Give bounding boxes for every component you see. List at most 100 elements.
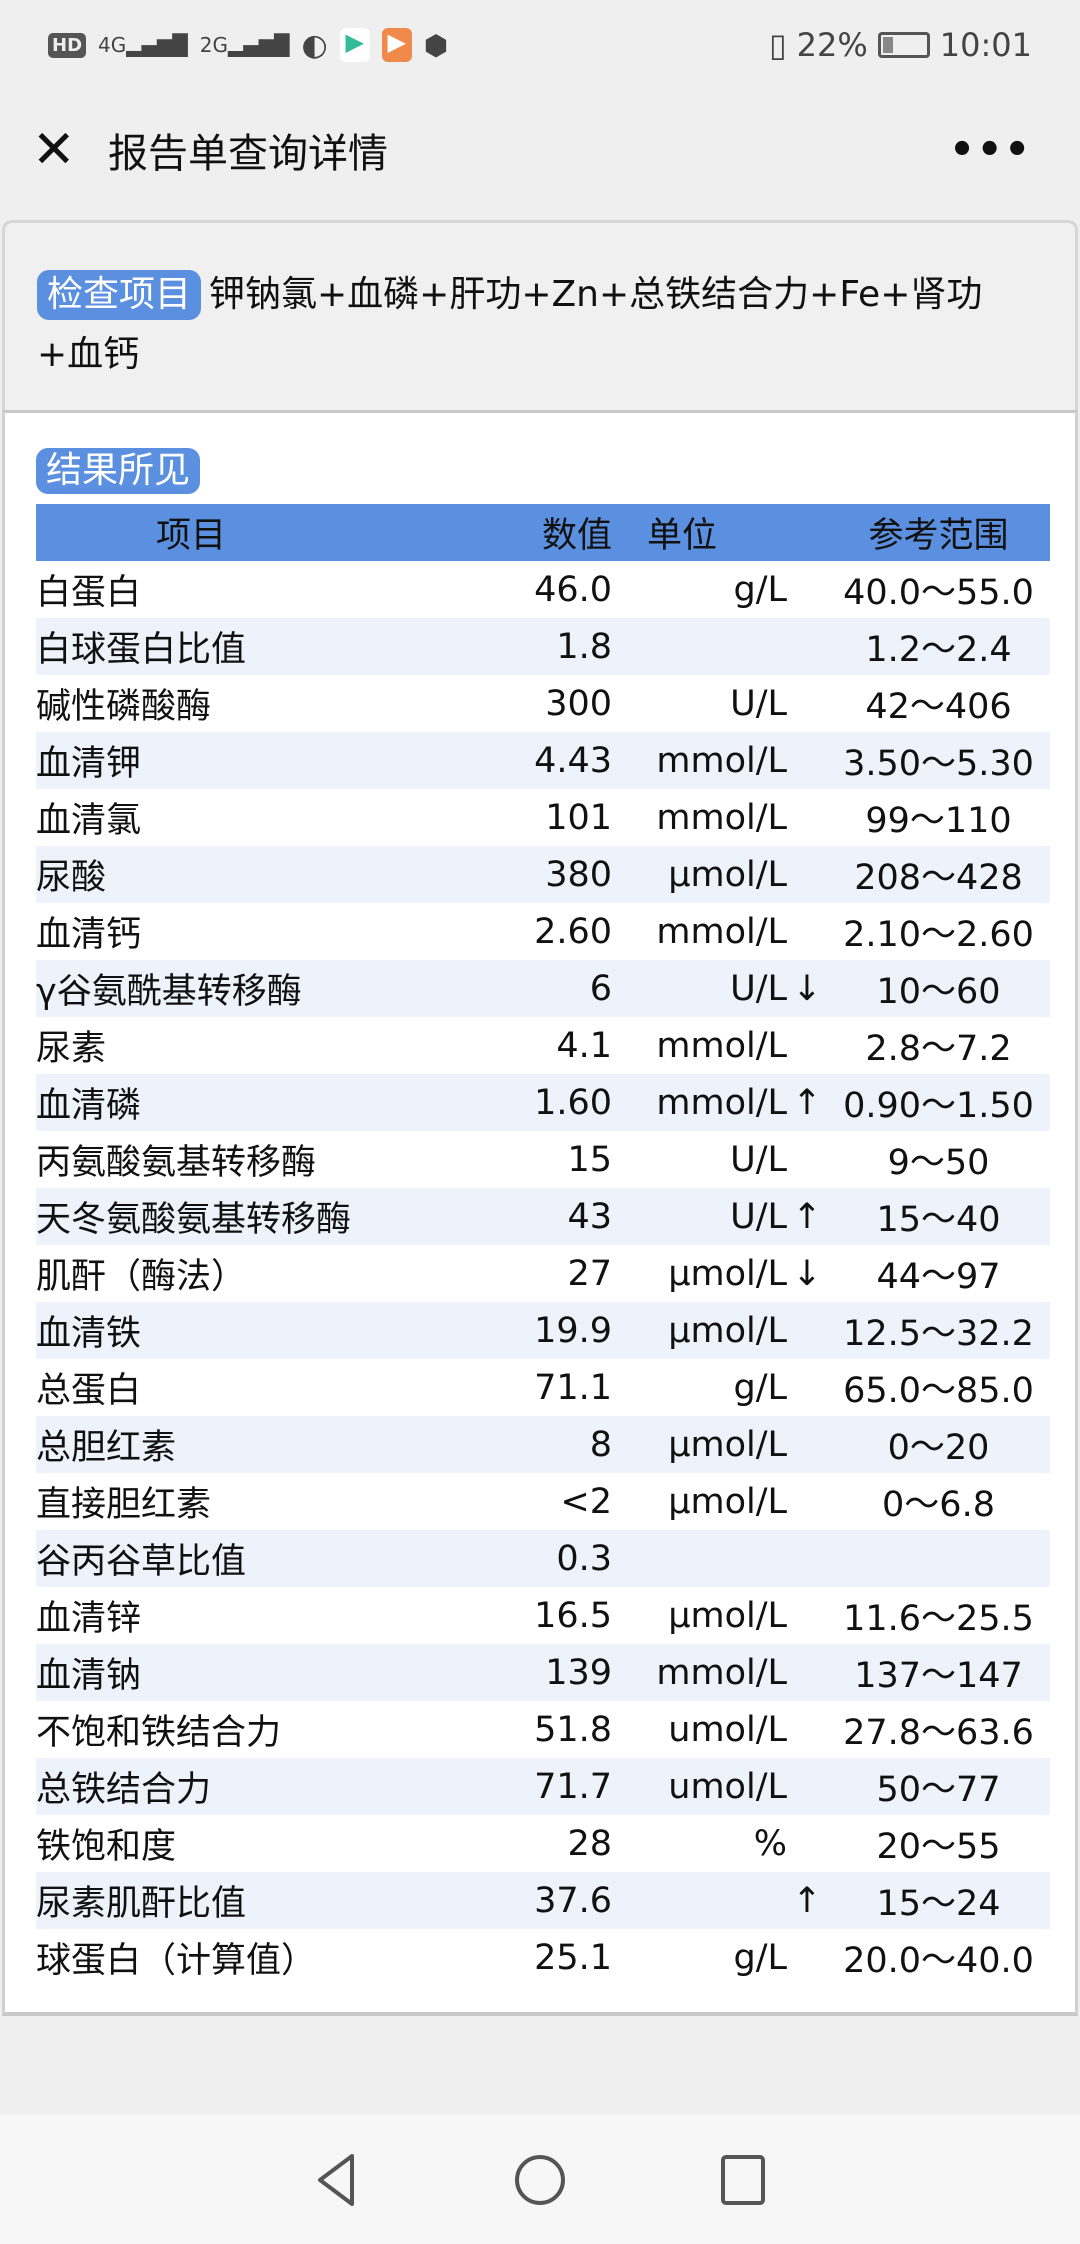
- item-unit: g/L: [733, 1367, 787, 1408]
- table-row: 尿酸 380 μmol/L 208～428: [36, 846, 1050, 903]
- table-row: 不饱和铁结合力 51.8 umol/L 27.8～63.6: [36, 1701, 1050, 1758]
- item-name: 球蛋白（计算值）: [36, 1941, 317, 1981]
- results-tag: 结果所见: [36, 448, 201, 494]
- title-bar: ✕ 报告单查询详情 •••: [0, 100, 1080, 200]
- reference-range: 2.10～2.60: [843, 915, 1034, 955]
- 4g-signal-icon: 4G▂▄▆█: [98, 33, 188, 57]
- reference-range: [827, 1530, 1050, 1587]
- item-name: 总蛋白: [36, 1371, 142, 1411]
- item-unit: U/L: [730, 1139, 787, 1180]
- home-icon[interactable]: [512, 2152, 568, 2208]
- col-unit: 单位: [612, 504, 827, 561]
- item-value: <2: [560, 1481, 612, 1522]
- table-row: 碱性磷酸酶 300 U/L 42～406: [36, 675, 1050, 732]
- item-unit: mmol/L: [612, 1074, 787, 1131]
- item-unit: U/L: [612, 960, 787, 1017]
- item-value: 71.7: [466, 1758, 612, 1815]
- item-value: 71.1: [534, 1367, 612, 1408]
- abnormal-flag: [787, 1302, 827, 1359]
- abnormal-flag: [787, 1701, 827, 1758]
- table-row: 血清氯 101 mmol/L 99～110: [36, 789, 1050, 846]
- abnormal-flag: ↓: [787, 960, 827, 1017]
- table-row: 谷丙谷草比值 0.3: [36, 1530, 1050, 1587]
- abnormal-flag: ↑: [787, 1872, 827, 1929]
- table-row: 天冬氨酸氨基转移酶 43 U/L ↑ 15～40: [36, 1188, 1050, 1245]
- abnormal-flag: [787, 1587, 827, 1644]
- results-card: 结果所见 项目 数值 单位 参考范围 白蛋白 46.0 g/L 40.0～55.0 白球…: [2, 410, 1078, 2016]
- abnormal-flag: [787, 1644, 827, 1701]
- abnormal-flag: [787, 1815, 827, 1872]
- col-value: 数值: [466, 504, 612, 561]
- item-value: 25.1: [534, 1937, 612, 1978]
- item-name: 白蛋白: [36, 573, 142, 613]
- reference-range: 0.90～1.50: [827, 1074, 1050, 1131]
- reference-range: 99～110: [865, 801, 1012, 841]
- 2g-signal-icon: 2G▂▄▆█: [199, 33, 290, 57]
- table-row: 总蛋白 71.1 g/L 65.0～85.0: [36, 1359, 1050, 1416]
- abnormal-flag: ↓: [792, 1253, 822, 1294]
- play-app-icon: ▶: [381, 28, 412, 62]
- table-row: 血清钠 139 mmol/L 137～147: [36, 1644, 1050, 1701]
- col-reference: 参考范围: [827, 504, 1050, 561]
- item-value: 4.1: [556, 1025, 612, 1066]
- item-unit: g/L: [733, 569, 787, 610]
- reference-range: 15～40: [827, 1188, 1050, 1245]
- item-value: 4.43: [466, 732, 612, 789]
- close-icon[interactable]: ✕: [32, 120, 76, 180]
- status-bar: HD 4G▂▄▆█ 2G▂▄▆█ ◐ ▶ ▶ ⬢ ▯ 22% 10:01: [0, 0, 1080, 90]
- more-options-icon[interactable]: •••: [949, 127, 1032, 173]
- table-row: 总铁结合力 71.7 umol/L 50～77: [36, 1758, 1050, 1815]
- item-unit: mmol/L: [612, 732, 787, 789]
- battery-icon: [877, 32, 930, 58]
- col-item: 项目: [36, 504, 466, 561]
- item-unit: μmol/L: [668, 1481, 787, 1522]
- item-value: 139: [466, 1644, 612, 1701]
- reference-range: 1.2～2.4: [827, 618, 1050, 675]
- table-row: 白蛋白 46.0 g/L 40.0～55.0: [36, 561, 1050, 618]
- browser-icon: ◐: [301, 27, 328, 63]
- item-unit: mmol/L: [656, 797, 787, 838]
- recents-icon[interactable]: [718, 2152, 768, 2208]
- abnormal-flag: [787, 1530, 827, 1587]
- reference-range: 20～55: [876, 1827, 1001, 1867]
- table-row: 血清锌 16.5 μmol/L 11.6～25.5: [36, 1587, 1050, 1644]
- item-value: 2.60: [534, 911, 612, 952]
- hd-icon: HD: [48, 32, 87, 58]
- item-value: 1.8: [466, 618, 612, 675]
- item-unit: umol/L: [668, 1709, 787, 1750]
- item-value: 37.6: [466, 1872, 612, 1929]
- reference-range: 65.0～85.0: [843, 1371, 1034, 1411]
- back-icon[interactable]: [312, 2152, 362, 2208]
- item-unit: [612, 1872, 787, 1929]
- item-value: 46.0: [534, 569, 612, 610]
- abnormal-flag: [787, 1929, 827, 1986]
- table-row: 尿素肌酐比值 37.6 ↑ 15～24: [36, 1872, 1050, 1929]
- abnormal-flag: [787, 561, 827, 618]
- item-name: 血清钠: [36, 1644, 466, 1701]
- item-value: 27: [567, 1253, 612, 1294]
- reference-range: 137～147: [827, 1644, 1050, 1701]
- item-unit: U/L: [612, 1188, 787, 1245]
- table-row: 白球蛋白比值 1.8 1.2～2.4: [36, 618, 1050, 675]
- reference-range: 9～50: [887, 1143, 990, 1183]
- item-unit: μmol/L: [612, 1302, 787, 1359]
- abnormal-flag: [787, 1131, 827, 1188]
- item-unit: %: [753, 1823, 787, 1864]
- item-name: 总胆红素: [36, 1416, 466, 1473]
- reference-range: 44～97: [876, 1257, 1001, 1297]
- item-name: 白球蛋白比值: [36, 618, 466, 675]
- table-row: 尿素 4.1 mmol/L 2.8～7.2: [36, 1017, 1050, 1074]
- abnormal-flag: [787, 1473, 827, 1530]
- item-name: 尿素: [36, 1029, 107, 1069]
- item-name: γ谷氨酰基转移酶: [36, 960, 466, 1017]
- exam-items-card: 检查项目 钾钠氯+血磷+肝功+Zn+总铁结合力+Fe+肾功+血钙: [2, 220, 1078, 412]
- item-value: 6: [466, 960, 612, 1017]
- abnormal-flag: [787, 903, 827, 960]
- reference-range: 20.0～40.0: [843, 1941, 1034, 1981]
- item-name: 血清铁: [36, 1302, 466, 1359]
- item-unit: mmol/L: [612, 1644, 787, 1701]
- item-name: 尿素肌酐比值: [36, 1872, 466, 1929]
- abnormal-flag: [787, 789, 827, 846]
- exam-items-tag: 检查项目: [37, 270, 202, 320]
- item-value: 8: [466, 1416, 612, 1473]
